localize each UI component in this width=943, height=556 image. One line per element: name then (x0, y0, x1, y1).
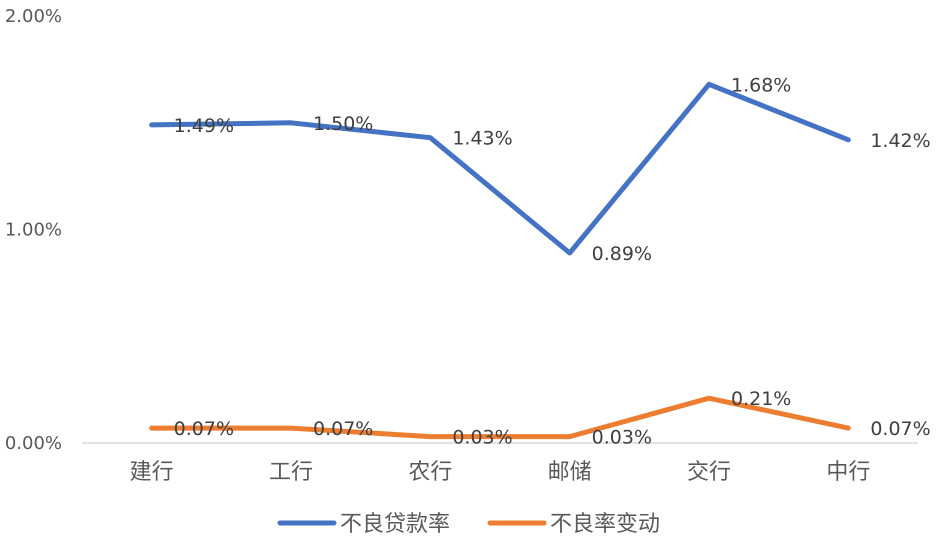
data-label: 1.42% (870, 130, 930, 152)
data-label: 0.03% (452, 427, 512, 449)
data-label: 1.50% (313, 113, 373, 135)
y-tick-label: 2.00% (5, 6, 62, 27)
series-line-0 (149, 81, 851, 256)
data-label: 0.07% (870, 418, 930, 440)
x-tick-label: 工行 (269, 460, 313, 485)
data-label: 0.07% (313, 418, 373, 440)
y-tick-label: 0.00% (5, 433, 62, 454)
data-label: 0.07% (174, 418, 234, 440)
x-tick-label: 中行 (826, 460, 870, 485)
x-tick-label: 农行 (408, 460, 452, 485)
x-tick-label: 建行 (130, 460, 174, 485)
data-label: 0.89% (592, 243, 652, 265)
data-label: 0.03% (592, 427, 652, 449)
data-label: 0.21% (731, 388, 791, 410)
series-line-1 (149, 395, 851, 440)
y-tick-label: 1.00% (5, 220, 62, 241)
legend-label-0: 不良贷款率 (340, 512, 450, 537)
series-layer (149, 81, 851, 440)
legend-label-1: 不良率变动 (550, 512, 660, 537)
data-label: 1.68% (731, 74, 791, 96)
data-label: 1.49% (174, 115, 234, 137)
x-tick-label: 交行 (687, 460, 731, 485)
x-tick-label: 邮储 (548, 460, 592, 485)
axis-layer: 0.00% 1.00% 2.00% 建行 工行 农行 邮储 交行 中行 (5, 6, 918, 485)
legend: 不良贷款率 不良率变动 (277, 512, 660, 537)
data-label: 1.43% (452, 128, 512, 150)
data-label-layer: 1.49% 1.50% 1.43% 0.89% 1.68% 1.42% 0.07% 0.07%… (174, 74, 931, 448)
